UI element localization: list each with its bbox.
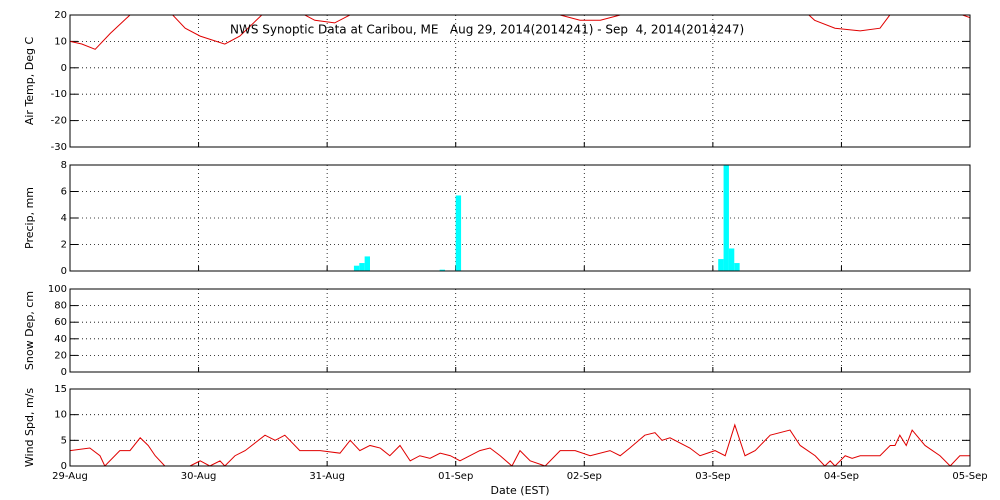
y-tick-label: 8: [61, 160, 67, 171]
y-tick-label: -10: [51, 89, 67, 100]
bar: [439, 269, 445, 271]
x-tick-label: 29-Aug: [52, 471, 88, 482]
x-tick-label: 30-Aug: [181, 471, 217, 482]
y-tick-label: 0: [61, 63, 67, 74]
y-tick-label: 0: [61, 266, 67, 277]
x-tick-label: 05-Sep: [952, 471, 987, 482]
y-tick-label: 4: [61, 213, 67, 224]
y-axis-label: Snow Dep, cm: [23, 291, 36, 370]
y-tick-label: 60: [54, 317, 67, 328]
bar: [718, 259, 724, 271]
bar: [728, 248, 735, 271]
x-tick-label: 01-Sep: [438, 471, 473, 482]
y-tick-label: 0: [61, 367, 67, 378]
y-axis-label: Air Temp, Deg C: [23, 37, 36, 126]
x-axis-label: Date (EST): [490, 484, 549, 497]
bar: [455, 195, 462, 271]
y-tick-label: 15: [54, 384, 67, 395]
y-tick-label: 40: [54, 334, 67, 345]
y-axis-label: Precip, mm: [23, 187, 36, 249]
y-tick-label: 100: [48, 284, 67, 295]
y-tick-label: 6: [61, 187, 67, 198]
bar: [359, 263, 365, 271]
y-tick-label: 5: [61, 435, 67, 446]
y-tick-label: 20: [54, 350, 67, 361]
frame: [69, 288, 971, 373]
y-tick-label: -20: [51, 116, 67, 127]
bar: [364, 256, 370, 271]
chart-title: NWS Synoptic Data at Caribou, ME Aug 29,…: [230, 23, 744, 37]
y-tick-label: 0: [61, 461, 67, 472]
y-tick-label: 2: [61, 240, 67, 251]
bar: [734, 263, 740, 271]
y-tick-label: 80: [54, 301, 67, 312]
line: [70, 423, 970, 466]
line: [70, 15, 970, 50]
bar: [723, 165, 729, 271]
y-tick-label: -30: [51, 142, 67, 153]
x-tick-label: 31-Aug: [309, 471, 345, 482]
y-tick-label: 20: [54, 10, 67, 21]
x-tick-label: 02-Sep: [567, 471, 602, 482]
y-axis-label: Wind Spd, m/s: [23, 388, 36, 468]
frame: [69, 164, 971, 272]
frame: [69, 388, 971, 467]
y-tick-label: 10: [54, 36, 67, 47]
plot-area: [70, 15, 970, 50]
x-tick-label: 04-Sep: [824, 471, 859, 482]
y-tick-label: 10: [54, 410, 67, 421]
x-tick-label: 03-Sep: [695, 471, 730, 482]
bar: [353, 265, 360, 271]
plot-area: [70, 423, 970, 466]
frame: [69, 14, 971, 148]
plot-area: [353, 165, 740, 271]
